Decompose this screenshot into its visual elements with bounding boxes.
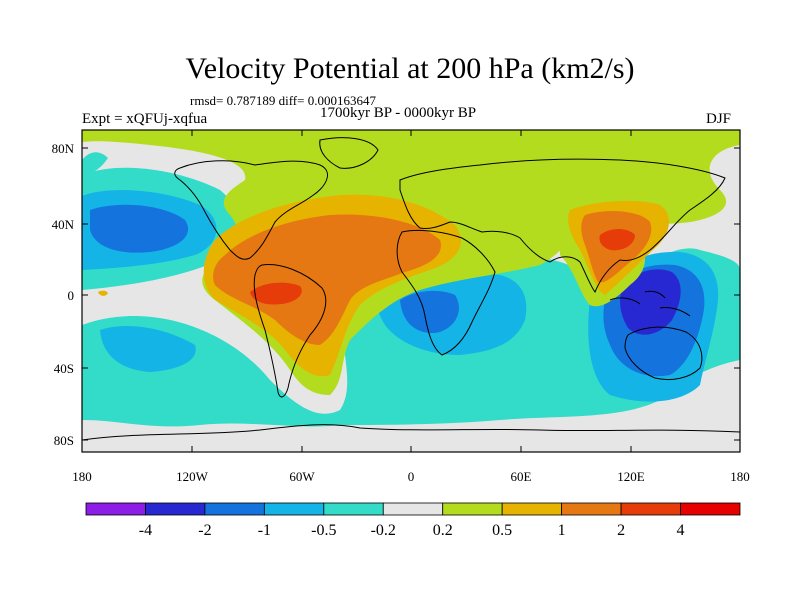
field-p05-atlantic-spot	[98, 290, 108, 296]
coastline-north-america	[174, 160, 328, 260]
longitude-axis: 180 120W 60W 0 60E 120E 180	[72, 130, 750, 484]
contour-fields	[82, 130, 740, 452]
colorbar-swatch	[145, 502, 206, 516]
colorbar-label: -2	[198, 522, 211, 539]
lat-label: 0	[68, 288, 75, 303]
colorbar-swatch	[85, 502, 146, 516]
field-m2-atlantic-south	[400, 290, 459, 334]
coastline-south-america	[253, 263, 327, 398]
colorbar-label: -0.5	[311, 522, 336, 539]
colorbar-label: 2	[617, 522, 625, 539]
field-p1-americas-africa	[213, 214, 441, 345]
period-label: 1700kyr BP - 0000kyr BP	[320, 105, 477, 121]
lon-label: 120E	[617, 469, 645, 484]
colorbar-swatch	[561, 502, 622, 516]
coastline-africa	[396, 229, 496, 356]
colorbar-label: 0.2	[433, 522, 453, 539]
stats-label: rmsd= 0.787189 diff= 0.000163647	[190, 93, 376, 108]
coastline-antarctica	[82, 424, 740, 441]
lon-label: 180	[72, 469, 92, 484]
field-p2-amazon	[250, 282, 302, 305]
colorbar-swatch	[620, 502, 681, 516]
coastline-maritime-islands	[609, 290, 691, 317]
season-label: DJF	[706, 111, 732, 127]
lon-label: 120W	[176, 469, 209, 484]
colorbar-label: -0.2	[371, 522, 396, 539]
coastline-australia	[624, 326, 703, 381]
colorbar-swatch	[382, 502, 444, 516]
latitude-axis: 80N 40N 0 40S 80S	[52, 141, 740, 448]
colorbar-label: 1	[558, 522, 566, 539]
colorbar-swatch	[680, 502, 741, 516]
lat-label: 80N	[52, 141, 75, 156]
colorbar-swatch	[323, 502, 384, 516]
colorbar-label: -4	[139, 522, 152, 539]
map-title: Velocity Potential at 200 hPa (km2/s)	[185, 52, 635, 85]
field-m05-northwest-edge	[82, 152, 108, 175]
lon-label: 60E	[511, 469, 532, 484]
colorbar-label: 0.5	[492, 522, 512, 539]
coastlines	[82, 137, 740, 441]
colorbar-label: -1	[258, 522, 271, 539]
colorbar-swatch	[263, 502, 325, 516]
colorbar: -4 -2 -1 -0.5 -0.2 0.2 0.5 1 2 4	[85, 502, 741, 539]
lon-label: 0	[408, 469, 415, 484]
lat-label: 80S	[54, 433, 74, 448]
field-p2-asia	[599, 229, 635, 251]
lat-label: 40S	[54, 361, 74, 376]
colorbar-label: 4	[677, 522, 685, 539]
coastline-greenland	[319, 137, 379, 169]
coastline-eurasia	[399, 158, 726, 294]
lat-label: 40N	[52, 217, 75, 232]
field-m4-maritime	[620, 269, 681, 335]
experiment-label: Expt = xQFUj-xqfua	[82, 111, 208, 127]
lon-label: 60W	[289, 469, 315, 484]
colorbar-swatch	[442, 502, 503, 516]
colorbar-swatch	[204, 502, 265, 516]
field-m2-pacific-north	[90, 204, 189, 253]
colorbar-swatch	[501, 502, 563, 516]
lon-label: 180	[730, 469, 750, 484]
field-m1-pacific-south	[100, 325, 196, 372]
